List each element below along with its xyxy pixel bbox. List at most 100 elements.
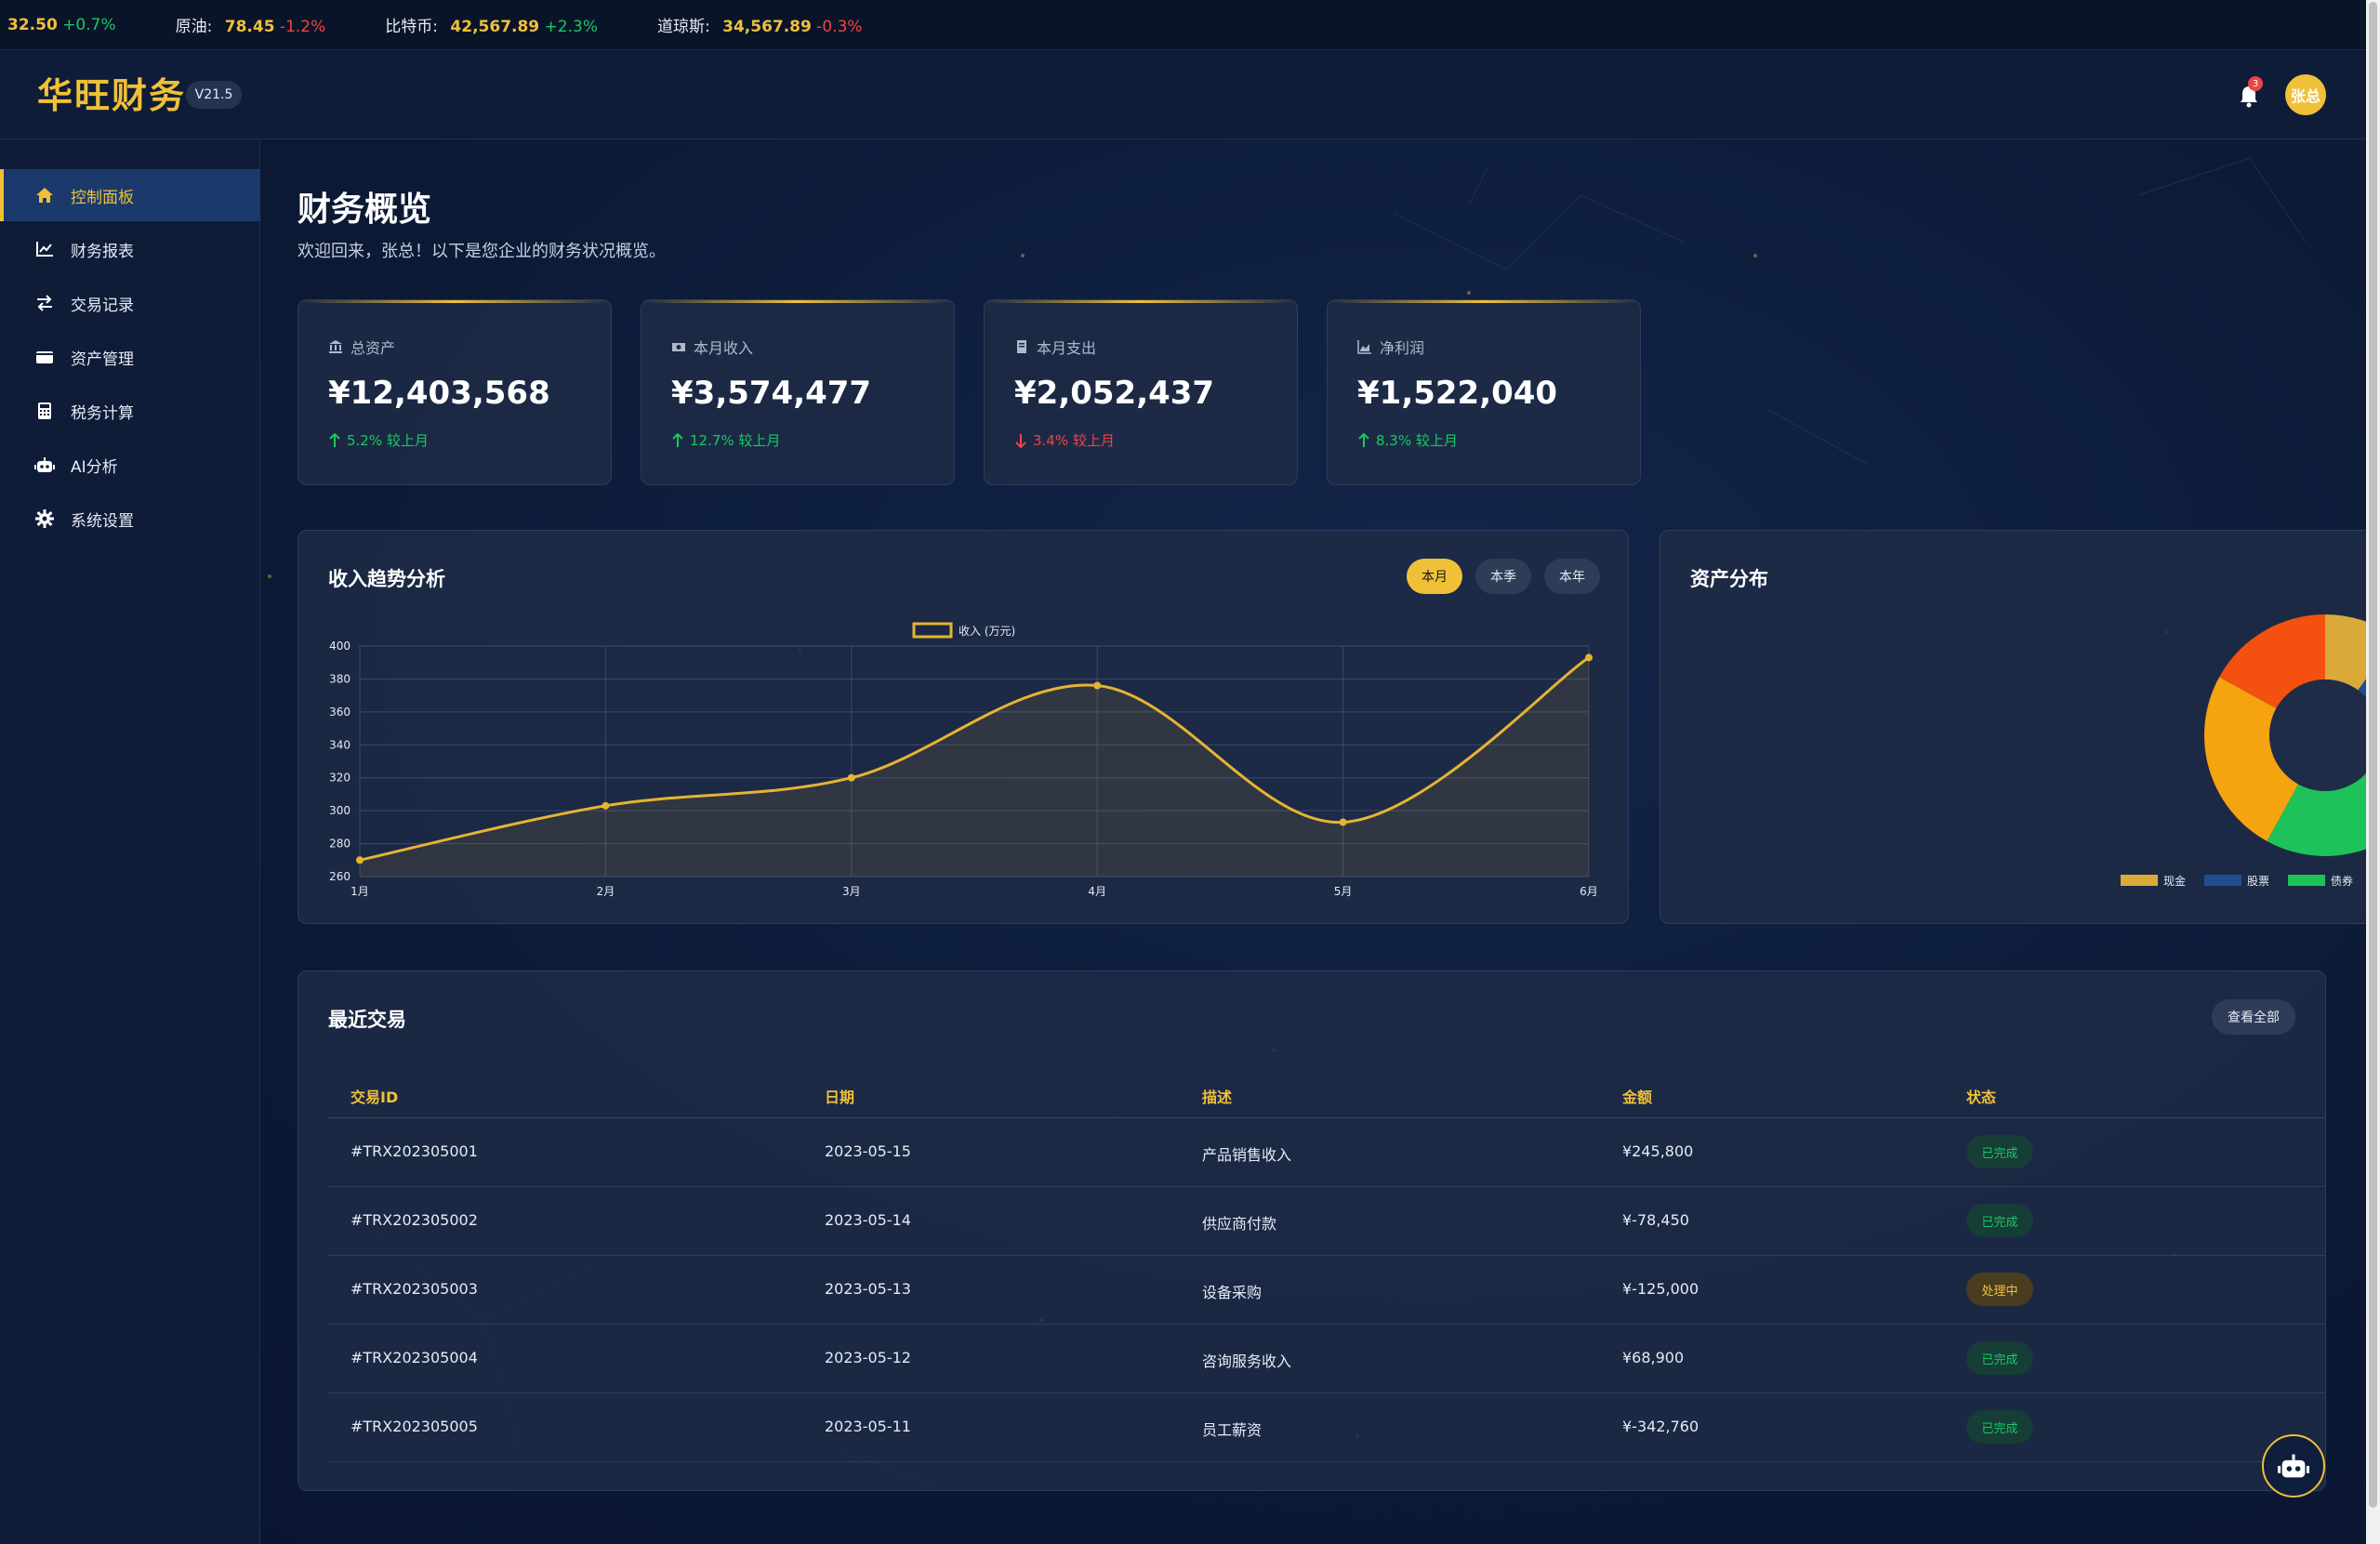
notification-badge: 3 [2248,76,2263,91]
stat-card-monthly-income: 本月收入 ¥3,574,477 12.7% 较上月 [641,299,955,485]
table-row[interactable]: #TRX202305005 2023-05-11 员工薪资 ¥-342,760 … [328,1393,2325,1462]
y-tick-label: 380 [329,672,350,685]
panel-title: 收入趋势分析 [328,568,445,590]
ticker-change: +0.7% [62,15,116,34]
arrow-up-icon [1358,432,1369,447]
stat-change-text: 5.2% 较上月 [347,432,429,449]
gear-icon [33,508,56,530]
cell-date: 2023-05-14 [825,1211,911,1229]
avatar[interactable]: 张总 [2285,74,2326,115]
legend-swatch [912,622,953,639]
panel-title: 最近交易 [328,1009,406,1031]
status-badge: 处理中 [1966,1273,2033,1306]
ticker-value: 32.50 [7,15,58,34]
sidebar-item-label: AI分析 [71,457,118,477]
ticker-item: 比特币: 42,567.89 +2.3% [385,13,598,36]
asset-pie-chart: 现金 股票 债券 [2121,614,2380,888]
stat-value: ¥2,052,437 [1014,375,1215,412]
stat-change-text: 8.3% 较上月 [1376,432,1458,449]
ai-assistant-button[interactable] [2262,1434,2325,1498]
cell-date: 2023-05-15 [825,1142,911,1160]
table-row[interactable]: #TRX202305002 2023-05-14 供应商付款 ¥-78,450 … [328,1187,2325,1256]
asset-distribution-panel: 资产分布 现金 股票 债券 [1659,530,2380,924]
market-ticker: 32.50 +0.7% 原油: 78.45 -1.2% 比特币: 42,567.… [0,0,2366,50]
sidebar-item-ai[interactable]: AI分析 [0,439,260,491]
home-icon [33,184,56,206]
ticker-item: 32.50 +0.7% [0,16,116,34]
stat-label: 总资产 [328,336,395,358]
cell-amount: ¥-125,000 [1622,1280,1699,1298]
stat-change: 8.3% 较上月 [1357,430,1458,450]
cell-id: #TRX202305002 [350,1211,478,1229]
cell-date: 2023-05-12 [825,1349,911,1366]
y-tick-label: 400 [329,640,350,653]
stat-card-monthly-expense: 本月支出 ¥2,052,437 3.4% 较上月 [984,299,1298,485]
cell-amount: ¥-78,450 [1622,1211,1689,1229]
cell-description: 员工薪资 [1202,1421,1263,1439]
scrollbar-thumb[interactable] [2369,2,2377,1508]
cell-description: 供应商付款 [1202,1215,1277,1233]
sidebar-item-settings[interactable]: 系统设置 [0,493,260,545]
y-tick-label: 360 [329,706,350,719]
y-tick-label: 260 [329,870,350,883]
table-row[interactable]: #TRX202305004 2023-05-12 咨询服务收入 ¥68,900 … [328,1325,2325,1393]
cell-id: #TRX202305001 [350,1142,478,1160]
cell-id: #TRX202305003 [350,1280,478,1298]
legend-swatch [2204,875,2241,886]
pie-slice [2204,677,2299,841]
x-tick-label: 5月 [1334,885,1353,898]
series-area [360,657,1589,877]
sidebar-item-dashboard[interactable]: 控制面板 [0,169,260,221]
period-quarter-button[interactable]: 本季 [1475,559,1531,594]
bank-icon [329,340,342,353]
stat-value: ¥12,403,568 [328,375,550,412]
exchange-icon [33,292,56,314]
stat-label-text: 净利润 [1380,339,1425,357]
data-point [1585,653,1593,662]
calculator-icon [33,400,56,422]
sidebar-item-assets[interactable]: 资产管理 [0,331,260,383]
ticker-name: 原油: [175,18,213,36]
status-badge: 已完成 [1966,1135,2033,1168]
stat-card-net-profit: 净利润 ¥1,522,040 8.3% 较上月 [1327,299,1641,485]
page-subtitle: 欢迎回来，张总！以下是您企业的财务状况概览。 [298,242,666,261]
ticker-item: 原油: 78.45 -1.2% [176,13,326,36]
legend-label: 现金 [2163,874,2186,888]
stat-change: 12.7% 较上月 [671,430,780,450]
sidebar-item-reports[interactable]: 财务报表 [0,223,260,275]
stat-change-text: 3.4% 较上月 [1033,432,1115,449]
sidebar-item-tax[interactable]: 税务计算 [0,385,260,437]
cell-date: 2023-05-11 [825,1418,911,1435]
sidebar-item-label: 交易记录 [71,296,134,315]
column-header: 金额 [1622,1089,1653,1106]
view-all-button[interactable]: 查看全部 [2212,999,2295,1035]
data-point [1339,818,1347,826]
income-trend-panel: 收入趋势分析 本月 本季 本年 260 280 300 320 340 360 380 400… [298,530,1629,924]
arrow-up-icon [672,432,683,447]
page-scrollbar[interactable] [2366,0,2380,1544]
cell-id: #TRX202305005 [350,1418,478,1435]
x-tick-label: 3月 [842,885,861,898]
card-accent-line [1328,300,1640,303]
legend-swatch [2121,875,2158,886]
period-year-button[interactable]: 本年 [1544,559,1600,594]
status-badge: 已完成 [1966,1341,2033,1375]
card-accent-line [985,300,1297,303]
table-row[interactable]: #TRX202305003 2023-05-13 设备采购 ¥-125,000 … [328,1256,2325,1325]
arrow-down-icon [1015,433,1026,448]
ticker-change: -0.3% [816,18,863,36]
legend-swatch [2288,875,2325,886]
app-logo[interactable]: 华旺财务 [37,75,187,116]
chart-line-icon [33,238,56,260]
status-badge: 已完成 [1966,1410,2033,1444]
ticker-change: -1.2% [279,18,326,36]
data-point [1093,681,1102,690]
cell-description: 咨询服务收入 [1202,1353,1292,1370]
card-accent-line [298,300,611,303]
stat-change: 5.2% 较上月 [328,430,429,450]
arrow-up-icon [329,432,340,447]
x-tick-label: 2月 [597,885,615,898]
table-row[interactable]: #TRX202305001 2023-05-15 产品销售收入 ¥245,800… [328,1118,2325,1187]
sidebar-item-transactions[interactable]: 交易记录 [0,277,260,329]
period-month-button[interactable]: 本月 [1407,559,1462,594]
